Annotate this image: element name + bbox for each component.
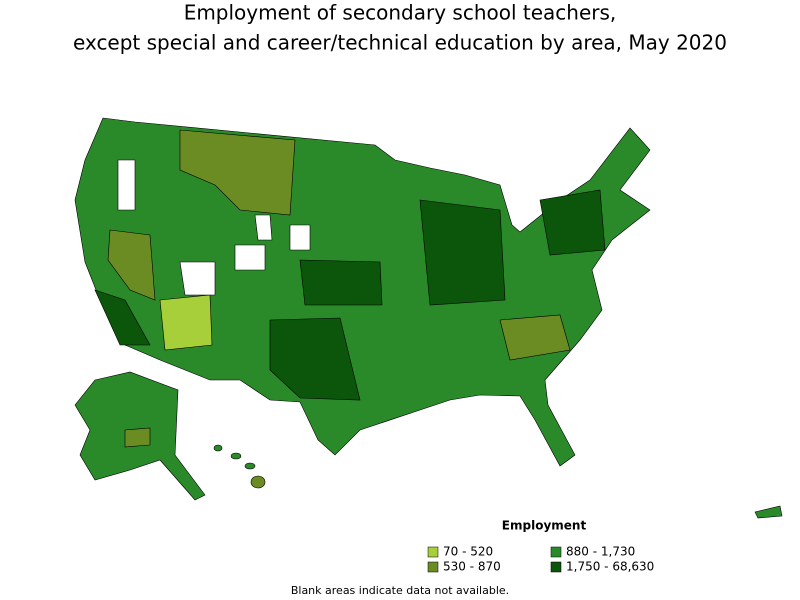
legend-label: 530 - 870 [443,560,501,574]
legend-swatch [427,561,439,573]
region [179,129,296,216]
legend-label: 1,750 - 68,630 [566,560,654,574]
region [124,427,151,448]
legend-label: 880 - 1,730 [566,545,635,559]
title-line: except special and career/technical educ… [73,31,727,55]
legend-label: 70 - 520 [443,545,493,559]
region [159,294,213,351]
region [107,229,156,301]
legend-swatch [427,546,439,558]
region [499,314,571,361]
us-map [74,117,783,519]
note: Blank areas indicate data not available. [291,584,509,597]
region [419,199,506,306]
title-line: Employment of secondary school teachers, [184,1,617,25]
hawaii [213,444,266,489]
region [269,317,361,401]
region [539,189,606,256]
legend-swatch [550,546,562,558]
region [94,289,151,346]
blank-area [117,159,311,296]
legend-swatch [550,561,562,573]
region [299,259,383,306]
legend-title: Employment [502,519,587,533]
puerto-rico [754,505,783,519]
